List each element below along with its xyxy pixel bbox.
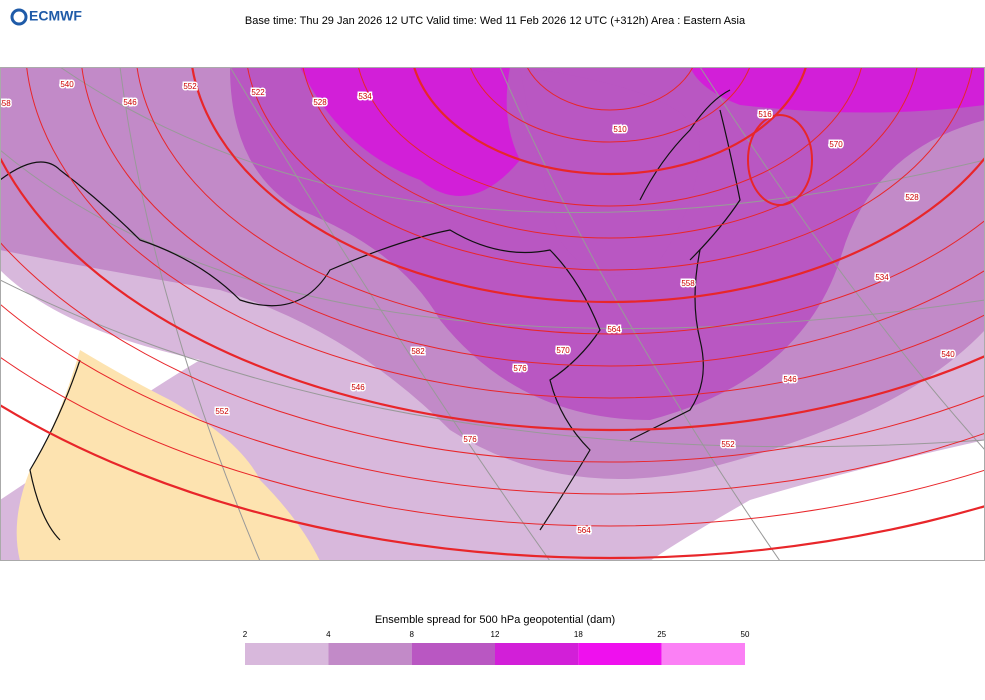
legend-bound: 8 xyxy=(409,630,414,639)
contour-label: 528 xyxy=(905,193,919,202)
contours xyxy=(0,67,985,559)
contour-label: 552 xyxy=(721,440,735,449)
contour-line xyxy=(413,67,807,176)
legend-bound: 25 xyxy=(657,630,666,639)
contour-label: 540 xyxy=(941,350,955,359)
contour-label: 516 xyxy=(758,110,772,119)
contour-line xyxy=(747,114,813,206)
contour-label: 564 xyxy=(607,325,621,334)
contour-line xyxy=(0,403,985,559)
spread-none xyxy=(650,440,985,561)
contour-line xyxy=(191,67,985,304)
legend-swatch xyxy=(245,643,329,665)
contour-line xyxy=(81,67,985,367)
contour-label: 510 xyxy=(613,125,627,134)
legend-bound: 50 xyxy=(741,630,750,639)
contour-label: 546 xyxy=(351,383,365,392)
contour-line xyxy=(0,155,985,431)
contour-line xyxy=(0,241,985,463)
contour-line xyxy=(526,67,694,111)
contour-line xyxy=(136,67,985,335)
contour-label: 582 xyxy=(411,347,425,356)
contour-label: 546 xyxy=(123,98,137,107)
contour-line xyxy=(0,303,985,495)
contour-label: 564 xyxy=(577,526,591,535)
contour-label: 522 xyxy=(251,88,265,97)
legend-title: Ensemble spread for 500 hPa geopotential… xyxy=(375,614,615,626)
legend-swatch xyxy=(411,643,495,665)
graticule xyxy=(0,67,985,561)
legend-bound: 2 xyxy=(243,630,248,639)
contour-label: 558 xyxy=(0,99,11,108)
contour-label: 534 xyxy=(875,273,889,282)
legend-swatch xyxy=(661,643,745,665)
legend-swatch xyxy=(578,643,662,665)
logo: ECMWF xyxy=(10,8,82,26)
logo-text: ECMWF xyxy=(29,8,82,24)
contour-label: 552 xyxy=(215,407,229,416)
spread-band xyxy=(520,67,700,276)
coastlines xyxy=(0,89,741,541)
legend: 2 4 8 12 18 25 50 xyxy=(243,630,750,665)
contour-line xyxy=(357,67,863,207)
legend-swatch xyxy=(328,643,412,665)
contour-label: 528 xyxy=(313,98,327,107)
contour-label: 558 xyxy=(681,279,695,288)
legend-bound: 12 xyxy=(491,630,500,639)
contour-label: 576 xyxy=(513,364,527,373)
map: 540 546 552 522 528 534 510 516 528 534 540 546 552 5… xyxy=(0,67,985,561)
spread-band xyxy=(690,67,985,113)
header-title: Base time: Thu 29 Jan 2026 12 UTC Valid … xyxy=(245,15,746,27)
contour-label: 576 xyxy=(463,435,477,444)
contour-line xyxy=(302,67,918,239)
spread-band xyxy=(300,67,520,196)
legend-swatch xyxy=(495,643,579,665)
contour-line xyxy=(26,67,985,399)
contour-label: 552 xyxy=(183,82,197,91)
contour-line xyxy=(469,67,751,143)
contour-label: 534 xyxy=(358,92,372,101)
logo-icon xyxy=(10,8,28,26)
contour-label: 540 xyxy=(60,80,74,89)
contour-line xyxy=(247,67,973,271)
contour-label: 546 xyxy=(783,375,797,384)
contour-line xyxy=(0,356,985,527)
contour-label: 570 xyxy=(829,140,843,149)
legend-bound: 18 xyxy=(574,630,583,639)
contour-labels: 540 546 552 522 528 534 510 516 528 534 540 546 552 5… xyxy=(0,79,957,537)
contour-label: 570 xyxy=(556,346,570,355)
legend-bound: 4 xyxy=(326,630,331,639)
